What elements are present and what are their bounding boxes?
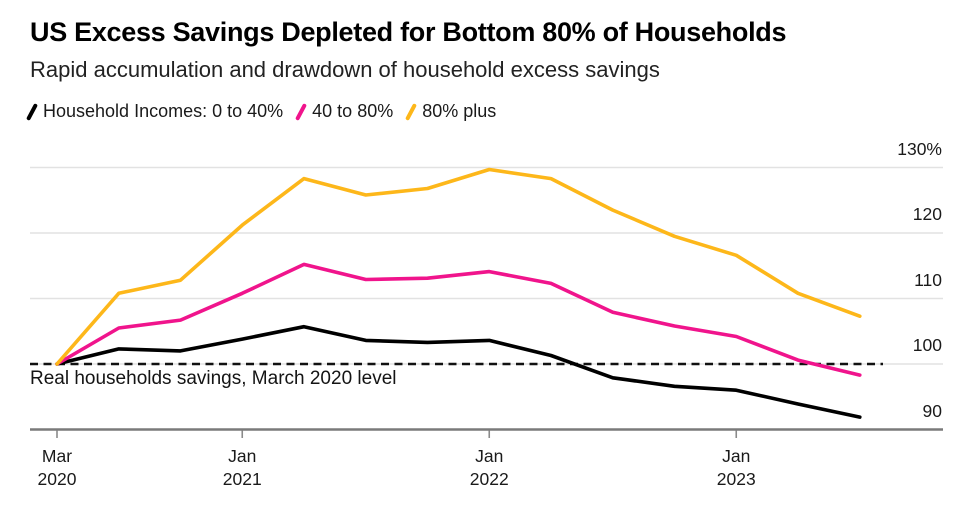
y-axis-label-120: 120 — [912, 204, 942, 224]
y-axis-label-100: 100 — [912, 335, 942, 355]
legend-label: 40 to 80% — [312, 101, 394, 121]
series-line-0 — [55, 324, 862, 419]
x-axis-label-2020: Mar 2020 — [37, 446, 77, 489]
x-axis-label-2022: Jan 2022 — [469, 446, 509, 489]
baseline-annotation: Real households savings, March 2020 leve… — [30, 368, 397, 389]
x-axis-label-2021: Jan 2021 — [222, 446, 262, 489]
y-axis-label-90: 90 — [922, 400, 942, 421]
series-line-1 — [55, 262, 862, 377]
legend-item-80-plus: 80% plus — [405, 101, 497, 122]
legend-label: 80% plus — [422, 101, 497, 121]
legend-item-0-to-40: Household Incomes: 0 to 40% — [26, 101, 284, 122]
chart-subtitle: Rapid accumulation and drawdown of house… — [30, 57, 660, 82]
chart-title: US Excess Savings Depleted for Bottom 80… — [30, 17, 787, 47]
legend-item-40-to-80: 40 to 80% — [295, 101, 394, 122]
x-axis-label-2023: Jan 2023 — [716, 446, 756, 489]
y-axis-label-130: 130% — [897, 138, 942, 159]
series-line-2 — [55, 167, 862, 366]
legend: Household Incomes: 0 to 40% 40 to 80% 80… — [26, 101, 497, 122]
legend-label: Household Incomes: 0 to 40% — [43, 101, 284, 121]
y-axis-label-110: 110 — [914, 269, 942, 290]
